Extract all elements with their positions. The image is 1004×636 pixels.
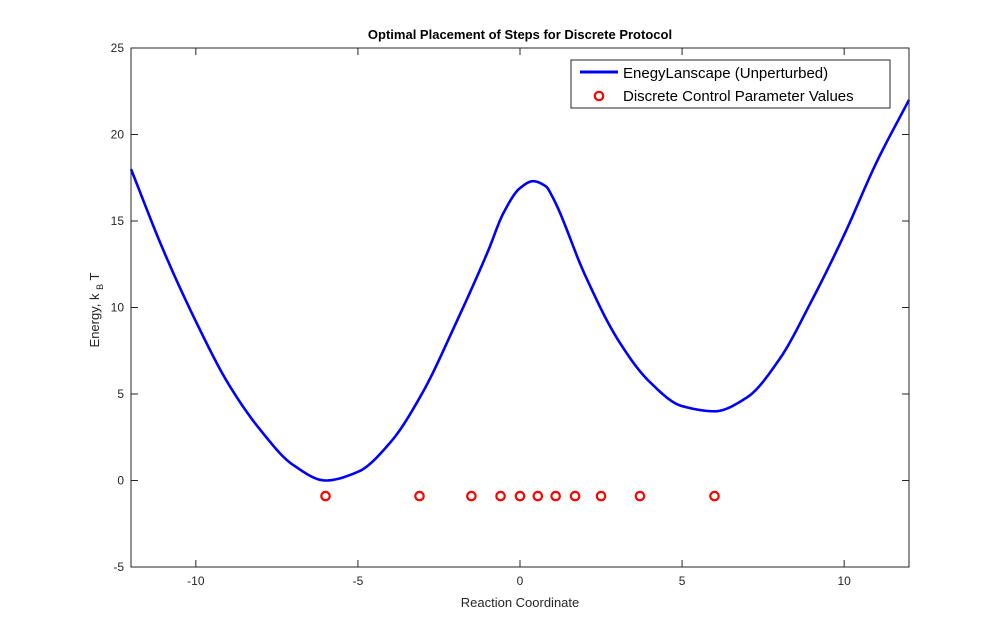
discrete-point-marker	[514, 490, 526, 502]
y-axis-label-subscript: B	[95, 284, 105, 290]
x-tick-label: 0	[517, 574, 524, 588]
discrete-point-marker	[414, 490, 425, 502]
legend-marker-swatch	[593, 90, 605, 102]
plot-area	[131, 48, 909, 567]
series-layer	[129, 99, 911, 502]
discrete-point-marker	[532, 490, 544, 502]
discrete-point-marker	[320, 490, 331, 502]
chart-title: Optimal Placement of Steps for Discrete …	[368, 27, 672, 42]
y-tick-label: 5	[117, 387, 124, 401]
y-tick-label: 10	[111, 301, 125, 315]
y-tick-label: 25	[111, 41, 125, 55]
x-tick-label: 5	[679, 574, 686, 588]
discrete-point-marker	[495, 490, 506, 502]
y-tick-label: -5	[113, 560, 124, 574]
y-axis-label-main: Energy, k	[87, 293, 102, 347]
discrete-point-marker	[569, 490, 581, 502]
x-axis-label: Reaction Coordinate	[461, 595, 580, 610]
discrete-point-marker	[634, 490, 646, 502]
legend-label-discrete-values: Discrete Control Parameter Values	[623, 88, 854, 105]
y-tick-label: 20	[111, 128, 125, 142]
legend-label-energy-landscape: EnegyLanscape (Unperturbed)	[623, 65, 828, 82]
axes-layer: -10 -5 0 5 10 -5 0 5 10 15 20 25	[111, 41, 910, 588]
y-axis-label-tail: T	[87, 272, 102, 280]
y-tick-label: 0	[117, 474, 124, 488]
x-tick-label: 10	[837, 574, 851, 588]
discrete-point-marker	[466, 490, 477, 502]
discrete-point-marker	[595, 490, 607, 502]
legend: EnegyLanscape (Unperturbed) Discrete Con…	[570, 59, 891, 109]
discrete-point-marker	[709, 490, 720, 502]
x-tick-label: -5	[353, 574, 364, 588]
energy-landscape-line	[129, 99, 911, 482]
y-tick-label: 15	[111, 214, 125, 228]
legend-box	[570, 59, 891, 109]
discrete-point-marker	[550, 490, 561, 502]
x-tick-label: -10	[187, 574, 205, 588]
y-axis-label: Energy, k B T	[87, 272, 106, 347]
